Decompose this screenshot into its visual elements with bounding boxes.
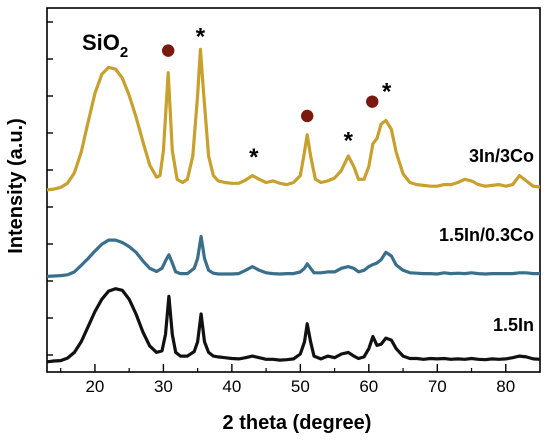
peak-marker-star: * — [196, 23, 206, 50]
x-tick-label-40: 40 — [222, 377, 241, 396]
plot-frame — [46, 7, 541, 373]
y-axis-title: Intensity (a.u.) — [5, 118, 27, 254]
x-tick-label-30: 30 — [154, 377, 173, 396]
x-tick-label-60: 60 — [359, 377, 378, 396]
sio2-annotation: SiO2 — [82, 30, 128, 61]
plot-border — [46, 7, 541, 373]
peak-marker-star: * — [344, 127, 354, 154]
peak-marker-star: * — [382, 78, 392, 105]
series-line-3in-3co — [46, 47, 541, 192]
series-label-3in-3co: 3In/3Co — [469, 146, 534, 166]
series-label-1-5in: 1.5In — [493, 315, 534, 335]
sio2-annotation-subscript: 2 — [120, 44, 128, 61]
series-layer — [46, 47, 541, 364]
series-label-layer: 1.5In 1.5In/0.3Co 3In/3Co — [439, 146, 534, 335]
x-tick-label-20: 20 — [85, 377, 104, 396]
series-line-1-5in-0-3co — [46, 234, 540, 278]
peak-marker-circle — [366, 95, 379, 108]
peak-marker-circle — [161, 44, 175, 57]
x-axis-title: 2 theta (degree) — [223, 412, 372, 434]
peak-marker-circle — [300, 109, 314, 123]
y-tick-layer — [47, 21, 53, 356]
x-tick-label-80: 80 — [496, 377, 515, 396]
x-tick-label-50: 50 — [291, 377, 310, 396]
series-label-1-5in-0-3co: 1.5In/0.3Co — [439, 225, 534, 245]
series-line-1-5in — [46, 287, 541, 364]
x-tick-layer: 20 30 40 50 60 70 80 — [60, 364, 515, 396]
x-tick-label-70: 70 — [428, 377, 447, 396]
peak-marker-star: * — [249, 144, 259, 171]
sio2-annotation-main: SiO — [82, 30, 120, 55]
peak-marker-layer: * * * * — [161, 23, 392, 171]
